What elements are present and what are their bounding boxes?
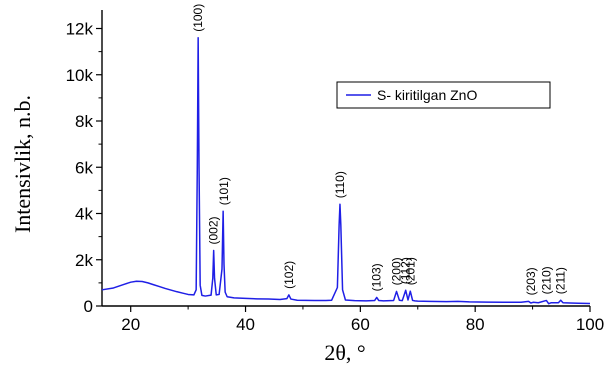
peak-label: (200): [390, 257, 404, 285]
y-tick-label: 10k: [66, 66, 94, 85]
series-layer: [101, 37, 591, 305]
legend: S- kiritilgan ZnO: [336, 81, 551, 109]
x-tick-label: 60: [351, 315, 370, 334]
x-tick-label: 100: [576, 315, 604, 334]
series-line: [101, 37, 591, 305]
y-tick-label: 6k: [75, 158, 93, 177]
x-tick-label: 40: [236, 315, 255, 334]
peak-label: (102): [282, 261, 296, 289]
peak-label: (103): [370, 263, 384, 291]
legend-label: S- kiritilgan ZnO: [377, 87, 477, 103]
peak-label: (210): [539, 266, 553, 294]
y-tick-label: 4k: [75, 205, 93, 224]
peak-label: (201): [403, 257, 417, 285]
legend-box: [336, 81, 551, 109]
x-tick-label: 80: [466, 315, 485, 334]
y-tick-label: 12k: [66, 20, 94, 39]
x-axis-title: 2θ, °: [324, 340, 365, 365]
peak-label: (211): [554, 267, 568, 294]
y-tick-label: 2k: [75, 251, 93, 270]
y-tick-label: 8k: [75, 112, 93, 131]
peak-label: (100): [191, 4, 205, 32]
y-axis-title: Intensivlik, n.b.: [10, 95, 35, 233]
y-tick-label: 0: [84, 297, 93, 316]
peak-label: (002): [207, 216, 221, 244]
peak-label: (101): [217, 177, 231, 205]
peak-labels: (100) (002) (101) (102) (110) (103) (200)(112)…: [191, 4, 568, 296]
peak-label: (112): [399, 257, 413, 284]
axes: [101, 10, 590, 307]
peak-label: (110): [333, 171, 347, 198]
ticks: 20 40 60 80 100 0 2k 4k 6k 8k 10k 12k: [66, 20, 605, 335]
x-tick-label: 20: [121, 315, 140, 334]
peak-label: (203): [524, 267, 538, 295]
